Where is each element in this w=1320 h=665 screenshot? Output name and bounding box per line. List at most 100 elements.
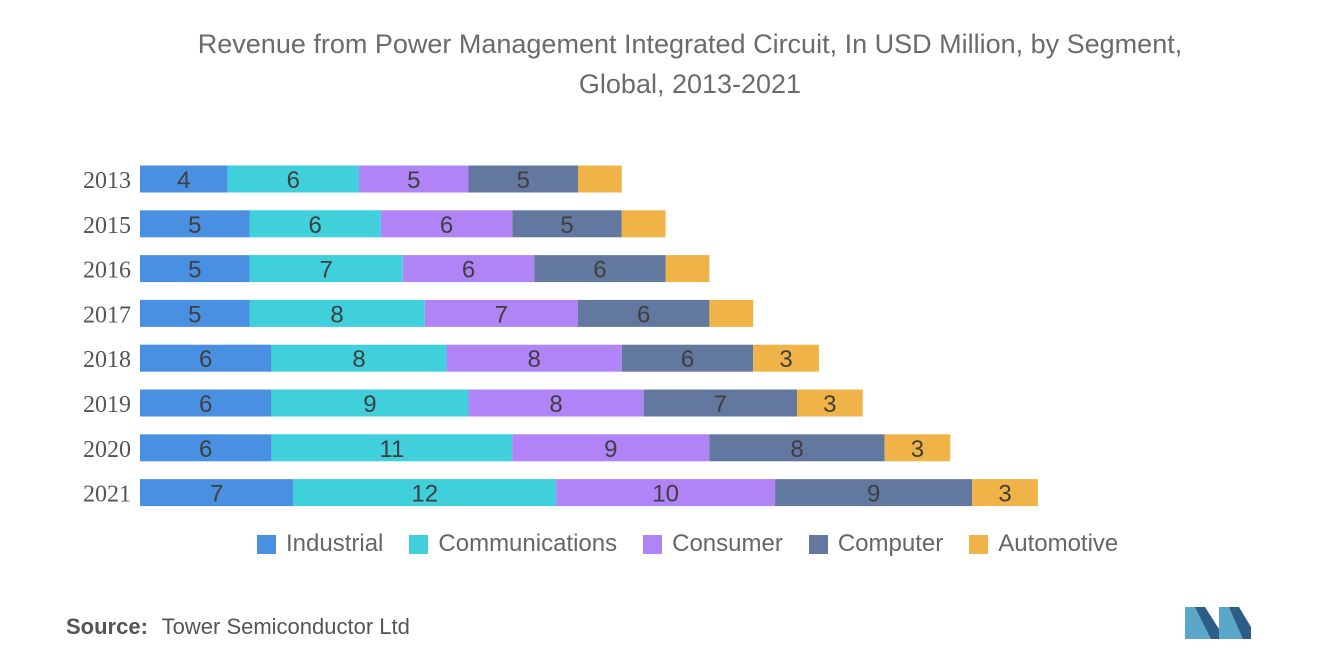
legend-swatch-computer	[808, 534, 828, 554]
legend-item-communications: Communications	[409, 530, 617, 558]
data-label-computer-2017: 6	[637, 301, 650, 328]
bar-computer-2020	[709, 434, 885, 462]
mordor-intelligence-logo-icon	[1185, 607, 1251, 639]
bar-automotive-2015	[621, 210, 666, 238]
bar-consumer-2019	[468, 389, 644, 417]
category-label-2016: 2016	[83, 258, 131, 284]
data-label-computer-2015: 5	[560, 212, 573, 239]
data-label-communications-2016: 7	[319, 257, 332, 284]
bar-communications-2016	[249, 255, 403, 283]
data-label-computer-2021: 9	[867, 481, 880, 508]
bar-automotive-2017	[709, 299, 754, 327]
bar-communications-2013	[227, 165, 359, 193]
bar-automotive-2013	[578, 165, 622, 193]
data-label-automotive-2018: 3	[779, 346, 792, 373]
data-label-automotive-2020: 3	[911, 436, 924, 463]
bar-industrial-2016	[140, 255, 250, 283]
bar-computer-2016	[534, 255, 666, 283]
category-label-2015: 2015	[83, 213, 131, 239]
bar-consumer-2015	[380, 210, 513, 238]
bar-communications-2020	[271, 434, 513, 462]
legend-item-automotive: Automotive	[969, 530, 1118, 558]
legend-swatch-automotive	[969, 534, 989, 554]
data-label-industrial-2015: 5	[188, 212, 201, 239]
data-label-computer-2018: 6	[681, 346, 694, 373]
category-label-2018: 2018	[83, 347, 131, 373]
data-label-consumer-2013: 5	[407, 167, 420, 194]
data-label-computer-2016: 6	[593, 257, 606, 284]
legend: Industrial Communications Consumer Computer…	[257, 530, 1144, 558]
data-label-automotive-2019: 3	[823, 391, 836, 418]
data-label-consumer-2015: 6	[440, 212, 453, 239]
bar-automotive-2020	[884, 434, 951, 462]
bar-consumer-2018	[446, 344, 622, 372]
legend-item-industrial: Industrial	[257, 530, 383, 558]
bar-communications-2021	[293, 479, 557, 507]
bar-industrial-2018	[140, 344, 272, 372]
source-text: Tower Semiconductor Ltd	[161, 614, 410, 639]
bar-automotive-2019	[797, 389, 863, 417]
data-label-industrial-2017: 5	[188, 301, 201, 328]
bar-consumer-2020	[512, 434, 710, 462]
bar-consumer-2017	[424, 299, 578, 327]
bar-automotive-2021	[972, 479, 1038, 507]
bar-communications-2015	[249, 210, 381, 238]
data-label-automotive-2021: 3	[998, 481, 1011, 508]
category-label-2017: 2017	[83, 302, 131, 328]
bar-computer-2021	[775, 479, 973, 507]
bar-communications-2019	[271, 389, 469, 417]
legend-label-automotive: Automotive	[998, 530, 1119, 557]
bar-industrial-2020	[140, 434, 272, 462]
legend-label-computer: Computer	[837, 530, 944, 557]
data-label-industrial-2021: 7	[210, 481, 223, 508]
bar-computer-2015	[512, 210, 622, 238]
bar-communications-2018	[271, 344, 447, 372]
data-label-communications-2020: 11	[379, 436, 404, 463]
legend-swatch-consumer	[643, 534, 663, 554]
data-label-communications-2015: 6	[309, 212, 322, 239]
data-label-industrial-2013: 4	[177, 167, 190, 194]
data-label-computer-2019: 7	[714, 391, 727, 418]
bar-computer-2018	[621, 344, 754, 372]
legend-label-communications: Communications	[438, 530, 618, 557]
data-label-communications-2018: 8	[352, 346, 365, 373]
bar-computer-2017	[578, 299, 710, 327]
chart-title: Revenue from Power Management Integrated…	[0, 24, 1320, 104]
data-label-industrial-2016: 5	[188, 257, 201, 284]
data-label-communications-2019: 9	[363, 391, 376, 418]
data-label-industrial-2018: 6	[199, 346, 212, 373]
bar-consumer-2016	[402, 255, 535, 283]
data-label-consumer-2017: 7	[495, 301, 508, 328]
data-label-computer-2013: 5	[517, 167, 530, 194]
bar-computer-2019	[643, 389, 797, 417]
data-label-consumer-2018: 8	[528, 346, 541, 373]
category-label-2020: 2020	[83, 437, 131, 463]
bar-consumer-2013	[359, 165, 469, 193]
data-label-industrial-2020: 6	[199, 436, 212, 463]
data-label-communications-2017: 8	[330, 301, 343, 328]
bar-communications-2017	[249, 299, 425, 327]
data-label-communications-2021: 12	[411, 481, 438, 508]
legend-item-computer: Computer	[808, 530, 944, 558]
bar-consumer-2021	[556, 479, 776, 507]
bar-industrial-2021	[140, 479, 294, 507]
bar-industrial-2013	[140, 165, 228, 193]
bar-industrial-2015	[140, 210, 250, 238]
bar-automotive-2016	[665, 255, 710, 283]
chart-title-line-1: Revenue from Power Management Integrated…	[197, 29, 1183, 59]
category-label-2021: 2021	[83, 482, 131, 508]
legend-swatch-industrial	[257, 534, 276, 554]
bar-automotive-2018	[753, 344, 819, 372]
data-label-consumer-2019: 8	[549, 391, 562, 418]
data-label-computer-2020: 8	[790, 436, 803, 463]
data-label-consumer-2016: 6	[462, 257, 475, 284]
data-label-industrial-2019: 6	[199, 391, 212, 418]
bar-computer-2013	[468, 165, 578, 193]
source-note: Source: Tower Semiconductor Ltd	[66, 614, 410, 640]
category-label-2013: 2013	[83, 168, 131, 194]
bar-industrial-2017	[140, 299, 250, 327]
legend-label-industrial: Industrial	[286, 530, 384, 557]
legend-label-consumer: Consumer	[672, 530, 783, 557]
data-label-consumer-2020: 9	[604, 436, 617, 463]
